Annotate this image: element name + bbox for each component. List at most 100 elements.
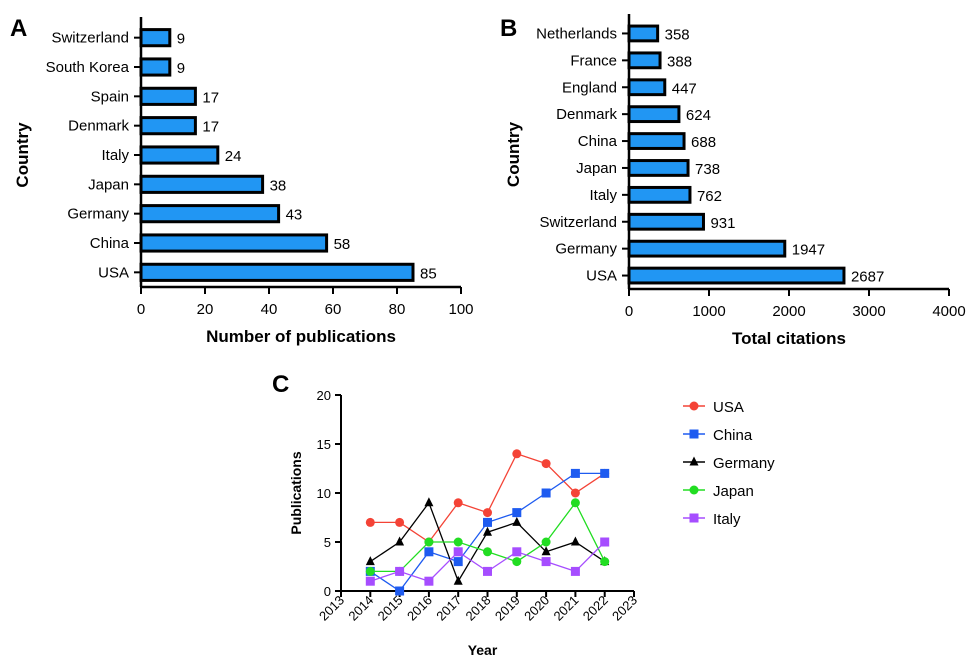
chart-c-point-germany	[512, 516, 522, 526]
chart-c-point-usa	[395, 517, 405, 527]
chart-c-point-japan	[570, 498, 580, 508]
chart-a-category-label: USA	[98, 264, 129, 281]
legend-label-usa: USA	[713, 399, 744, 416]
legend-label-italy: Italy	[713, 511, 741, 528]
chart-a-bar-usa	[139, 262, 415, 282]
chart-b-bar-italy	[627, 185, 692, 204]
chart-c-x-tick-label: 2016	[404, 593, 435, 624]
chart-c-point-germany	[424, 497, 434, 507]
chart-b-bar-germany	[627, 239, 787, 258]
chart-b-bar-usa	[627, 266, 846, 285]
chart-b-data-label: 2687	[851, 269, 884, 286]
chart-c-point-italy	[453, 547, 463, 557]
chart-c-point-italy	[600, 537, 610, 547]
chart-c-y-tick-label: 5	[324, 535, 331, 550]
chart-b-citations-by-country: Netherlands 358 France 388 England 447 Denmark…	[504, 14, 966, 348]
chart-a-bar-italy	[139, 145, 220, 165]
chart-b-x-tick-label: 3000	[852, 303, 885, 320]
chart-b-x-tick-label: 4000	[932, 303, 965, 320]
chart-c-point-japan	[483, 547, 492, 557]
chart-c-y-tick-label: 10	[317, 486, 331, 501]
chart-c-point-japan	[541, 537, 551, 547]
chart-c-point-usa	[512, 449, 522, 459]
legend-marker-japan	[689, 485, 699, 495]
panel-letter-a: A	[10, 15, 27, 42]
chart-c-x-tick-label: 2014	[345, 593, 376, 624]
chart-c-point-germany	[541, 546, 551, 556]
chart-a-bar-china	[139, 233, 329, 253]
chart-a-category-label: Japan	[88, 176, 129, 193]
chart-b-data-label: 624	[686, 107, 711, 124]
chart-c-point-germany	[483, 526, 492, 536]
chart-b-category-label: England	[562, 79, 617, 96]
chart-c-point-usa	[453, 498, 463, 508]
chart-b-x-tick-label: 1000	[692, 303, 725, 320]
chart-a-category-label: Italy	[101, 147, 129, 164]
chart-a-bar-denmark	[139, 116, 197, 136]
chart-a-publications-by-country: Switzerland 9 South Korea 9 Spain 17 Denmark 17…	[13, 17, 474, 346]
chart-c-point-japan	[365, 566, 375, 576]
legend-label-japan: Japan	[713, 483, 754, 500]
chart-a-data-label: 24	[225, 148, 242, 165]
chart-b-bar-china	[627, 132, 686, 150]
chart-b-bar-denmark	[627, 105, 681, 124]
chart-a-bar-japan	[139, 174, 265, 194]
chart-a-category-label: Germany	[67, 206, 129, 223]
chart-c-point-italy	[395, 566, 405, 576]
chart-a-category-label: Denmark	[68, 118, 129, 135]
chart-b-data-label: 762	[697, 188, 722, 205]
chart-b-data-label: 931	[710, 215, 735, 232]
chart-c-point-usa	[365, 517, 375, 527]
chart-c-point-usa	[570, 488, 580, 498]
chart-b-bar-netherlands	[627, 24, 660, 43]
legend-marker-usa	[689, 401, 699, 411]
chart-b-bar-switzerland	[627, 212, 705, 231]
chart-a-data-label: 9	[177, 60, 185, 77]
chart-a-bar-germany	[139, 204, 281, 224]
chart-b-data-label: 447	[672, 80, 697, 97]
chart-c-x-tick-label: 2018	[463, 593, 494, 624]
chart-a-category-label: Spain	[91, 88, 129, 105]
chart-a-data-label: 17	[202, 119, 219, 136]
chart-c-point-usa	[483, 508, 492, 518]
chart-c-point-germany	[570, 536, 580, 546]
chart-a-category-label: South Korea	[46, 59, 130, 76]
chart-a-x-axis-title: Number of publications	[206, 327, 396, 346]
chart-c-y-tick-label: 20	[317, 388, 331, 403]
chart-a-data-label: 58	[334, 236, 351, 253]
chart-a-bar-south-korea	[139, 57, 172, 77]
chart-a-data-label: 9	[177, 31, 185, 48]
chart-b-category-label: Japan	[576, 160, 617, 177]
panel-letter-c: C	[272, 371, 289, 398]
chart-c-point-china	[424, 547, 434, 557]
chart-c-point-italy	[541, 557, 551, 567]
chart-c-point-japan	[453, 537, 463, 547]
chart-c-point-china	[541, 488, 551, 498]
chart-b-category-label: Denmark	[556, 106, 617, 123]
chart-b-bar-japan	[627, 159, 690, 177]
chart-c-x-tick-label: 2015	[375, 593, 406, 624]
chart-a-x-tick-label: 0	[137, 301, 145, 318]
chart-c-x-tick-label: 2022	[580, 593, 611, 624]
legend-marker-italy	[689, 513, 699, 523]
chart-b-x-tick-label: 2000	[772, 303, 805, 320]
chart-c-point-china	[395, 586, 405, 596]
chart-c-point-italy	[365, 576, 375, 586]
legend-marker-china	[689, 429, 699, 439]
chart-a-bar-spain	[139, 86, 197, 106]
chart-c-point-china	[600, 468, 610, 478]
chart-c-point-germany	[365, 556, 375, 566]
chart-a-bar-switzerland	[139, 28, 172, 48]
chart-c-x-tick-label: 2023	[609, 593, 640, 624]
chart-b-bar-france	[627, 51, 662, 70]
chart-a-category-label: Switzerland	[51, 30, 129, 47]
chart-b-category-label: Italy	[589, 187, 617, 204]
chart-b-data-label: 388	[667, 53, 692, 70]
chart-c-x-tick-label: 2020	[521, 593, 552, 624]
chart-a-category-label: China	[90, 235, 130, 252]
chart-a-x-tick-label: 80	[389, 301, 406, 318]
chart-b-category-label: Netherlands	[536, 25, 617, 42]
chart-c-point-italy	[483, 566, 492, 576]
chart-a-y-axis-title: Country	[13, 122, 32, 188]
